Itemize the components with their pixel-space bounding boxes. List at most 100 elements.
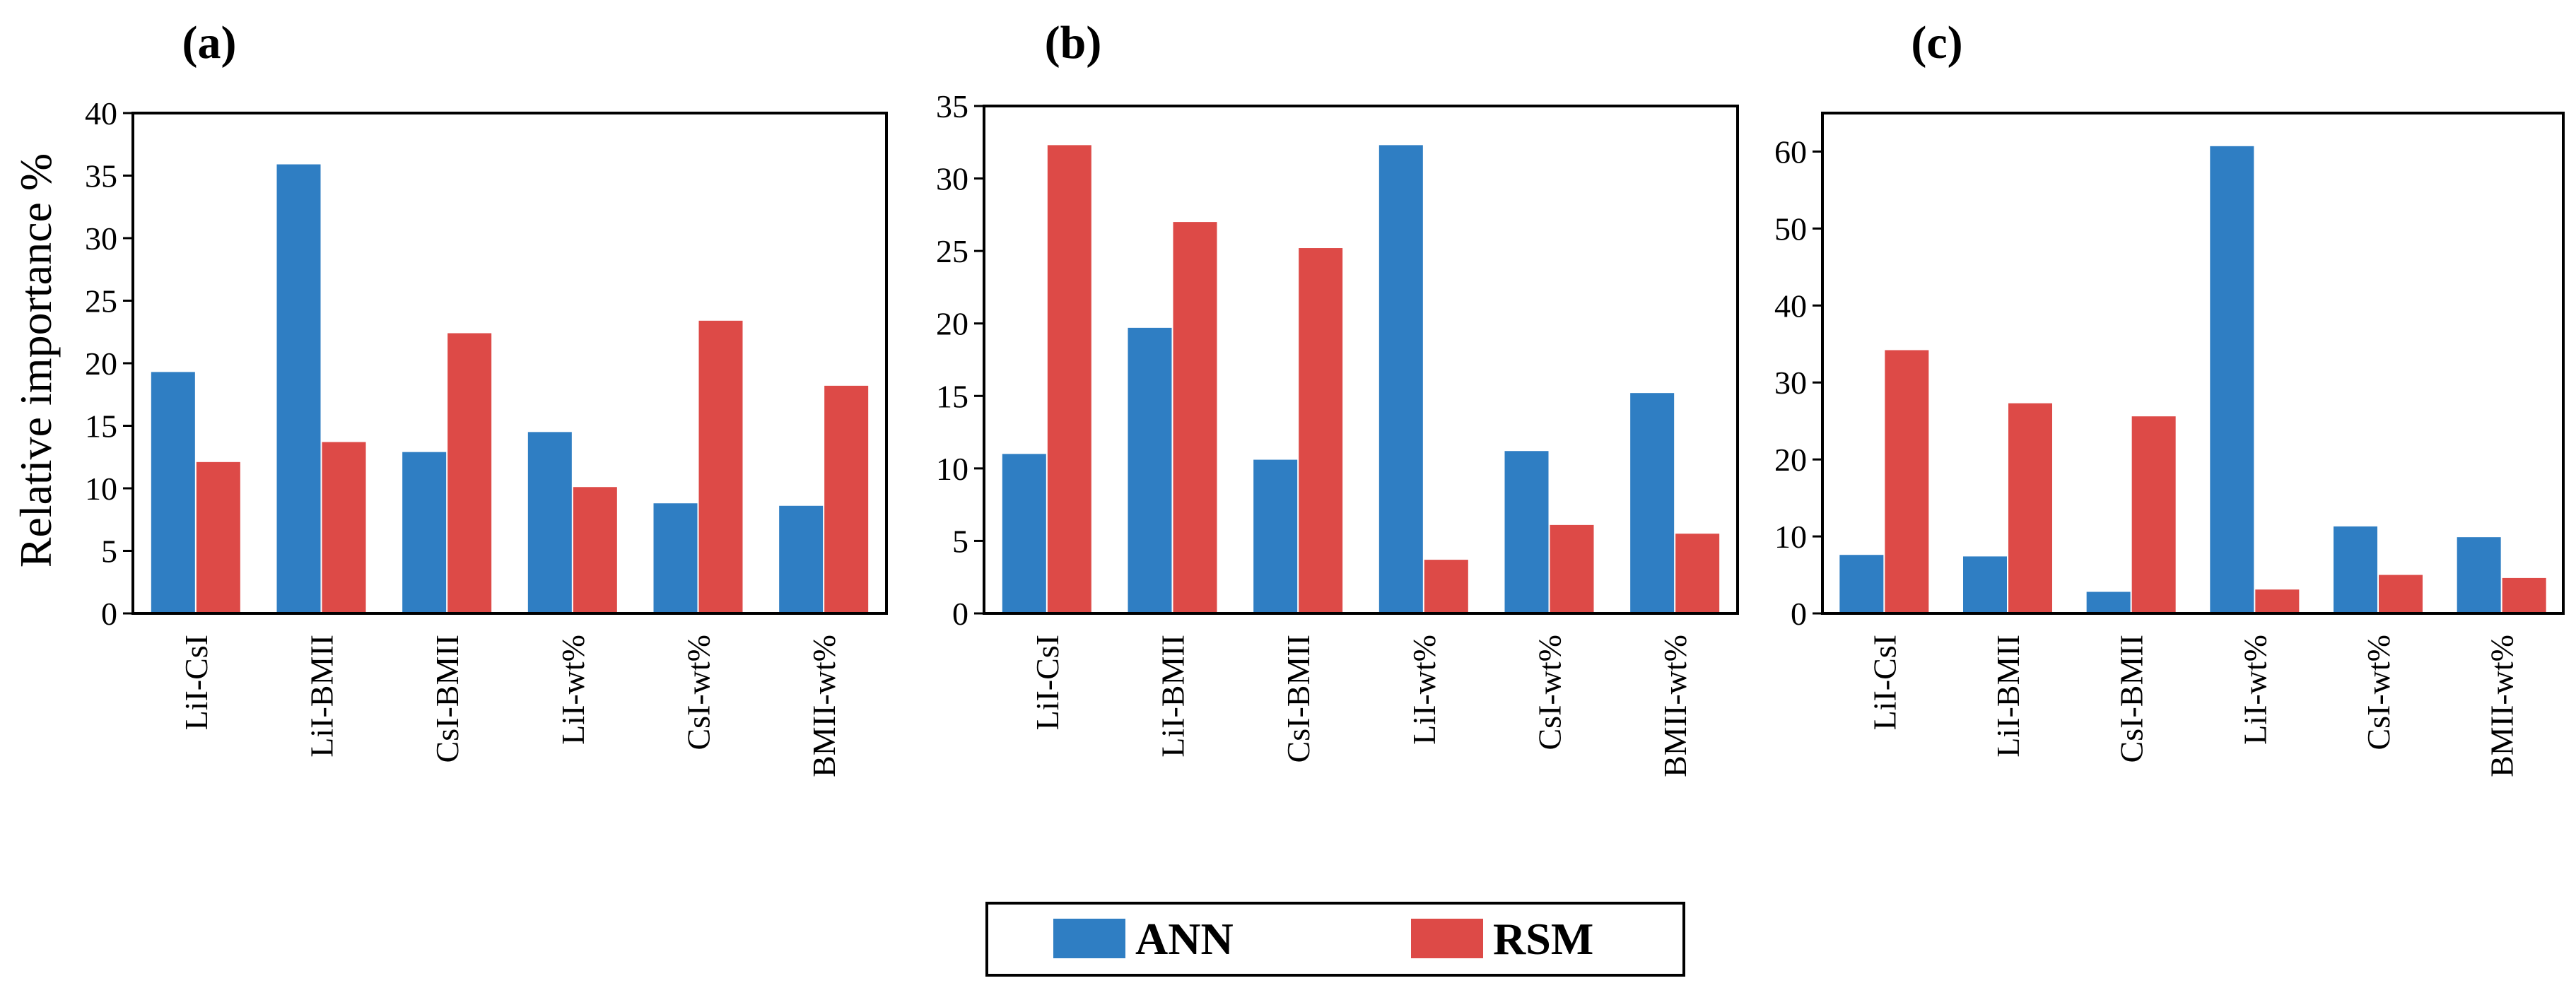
- panel-b-bars: [1002, 145, 1720, 614]
- panel-b-bar-ann-lii-csi: [1002, 454, 1046, 613]
- panel-a-bar-ann-lii-wtpct: [527, 432, 572, 613]
- panel-b-y-tick-label-35: 35: [936, 88, 968, 124]
- panel-c-y-tick-label-0: 0: [1791, 596, 1807, 632]
- panel-c-y-tick-label-50: 50: [1774, 211, 1807, 247]
- legend-swatch-rsm: [1411, 919, 1483, 958]
- panel-a-x-tick-lii-wtpct: LiI-wt%: [555, 635, 591, 745]
- panel-b-frame: [983, 105, 1739, 615]
- panel-a-bar-rsm-csi-wtpct: [698, 320, 743, 613]
- panel-a: (a) 0 5 10 15 20 25 30 35 40 LiI-CsI LiI-BMII CsI-…: [85, 17, 888, 777]
- panel-b-x-tick-csi-wtpct: CsI-wt%: [1532, 635, 1568, 751]
- panel-c-y-tick-label-20: 20: [1774, 442, 1807, 478]
- panel-b-x-tick-lii-bmii: LiI-BMII: [1155, 635, 1191, 758]
- panel-c-bar-ann-csi-wtpct: [2334, 526, 2377, 613]
- panel-a-bar-rsm-lii-bmii: [322, 442, 366, 613]
- legend-label-rsm: RSM: [1493, 914, 1593, 964]
- panel-c-x-tick-lii-wtpct: LiI-wt%: [2237, 635, 2273, 745]
- panel-a-bar-rsm-csi-bmii: [447, 333, 492, 613]
- legend: ANN RSM: [985, 902, 1685, 977]
- panel-c-bar-ann-csi-bmii: [2086, 591, 2131, 613]
- legend-label-ann: ANN: [1135, 914, 1234, 964]
- panel-b-bar-ann-bmii-wtpct: [1630, 393, 1675, 613]
- panel-a-bar-ann-csi-bmii: [402, 452, 447, 613]
- panel-a-y-tick-label-35: 35: [85, 158, 117, 194]
- panel-c-bar-ann-lii-wtpct: [2210, 146, 2254, 614]
- panel-c-y-tick-label-30: 30: [1774, 365, 1807, 401]
- panel-c-x-tick-lii-csi: LiI-CsI: [1866, 635, 1902, 730]
- panel-c-bar-rsm-csi-bmii: [2131, 416, 2176, 613]
- panel-b-y-tick-label-30: 30: [936, 161, 968, 197]
- panel-c-bar-ann-lii-csi: [1839, 555, 1884, 613]
- panel-b-bar-rsm-lii-csi: [1047, 145, 1091, 614]
- panel-a-y-tick-label-30: 30: [85, 220, 117, 257]
- panel-b-x-tick-bmii-wtpct: BMII-wt%: [1657, 635, 1693, 777]
- panel-a-x-tick-lii-csi: LiI-CsI: [178, 635, 214, 730]
- panel-a-y-ticks: 0 5 10 15 20 25 30 35 40: [85, 95, 133, 632]
- panel-a-y-tick-label-20: 20: [85, 346, 117, 382]
- panel-a-bar-ann-csi-wtpct: [653, 503, 698, 613]
- panel-c-title: (c): [1911, 17, 1962, 69]
- panel-c-bar-rsm-lii-wtpct: [2255, 589, 2300, 613]
- panel-a-x-tick-bmii-wtpct: BMII-wt%: [806, 635, 842, 777]
- panel-c-bar-ann-bmii-wtpct: [2457, 537, 2501, 613]
- panel-b-y-tick-label-0: 0: [952, 596, 968, 632]
- panel-b-title: (b): [1045, 17, 1102, 69]
- panel-b-y-tick-label-25: 25: [936, 233, 968, 269]
- panel-a-x-tick-lii-bmii: LiI-BMII: [304, 635, 340, 758]
- panel-a-frame: [131, 112, 888, 615]
- panel-c-bar-rsm-lii-bmii: [2008, 403, 2052, 613]
- panel-b-y-ticks: 0 5 10 15 20 25 30 35: [936, 88, 984, 632]
- panel-a-y-tick-label-15: 15: [85, 408, 117, 445]
- panel-a-y-tick-label-40: 40: [85, 95, 117, 131]
- panel-a-y-tick-label-5: 5: [101, 534, 117, 570]
- panel-c-bar-ann-lii-bmii: [1963, 556, 2007, 613]
- y-axis-label: Relative importance %: [11, 153, 61, 567]
- panel-b-bar-rsm-csi-bmii: [1299, 248, 1343, 613]
- panel-c-x-tick-lii-bmii: LiI-BMII: [1990, 635, 2026, 758]
- panel-a-x-ticks: LiI-CsI LiI-BMII CsI-BMII LiI-wt% CsI-wt% BMI…: [178, 635, 842, 777]
- panel-c-y-tick-label-40: 40: [1774, 288, 1807, 324]
- panel-b-bar-ann-lii-wtpct: [1378, 145, 1423, 614]
- panel-a-y-tick-label-10: 10: [85, 471, 117, 507]
- panel-b-y-tick-label-5: 5: [952, 523, 968, 559]
- panel-c-x-tick-bmii-wtpct: BMII-wt%: [2484, 635, 2520, 777]
- panel-c: (c) 0 10 20 30 40 50 60 LiI-CsI LiI-BMII CsI-BMI…: [1774, 17, 2565, 777]
- panel-a-bar-rsm-lii-csi: [196, 461, 240, 613]
- panel-b-bar-rsm-lii-bmii: [1173, 222, 1217, 614]
- panel-b-y-tick-label-10: 10: [936, 451, 968, 487]
- panel-b-bar-rsm-bmii-wtpct: [1675, 534, 1720, 613]
- panel-a-bars: [151, 164, 869, 613]
- panel-c-x-tick-csi-wtpct: CsI-wt%: [2360, 635, 2396, 751]
- legend-swatch-ann: [1053, 919, 1125, 958]
- panel-a-bar-ann-bmii-wtpct: [779, 505, 824, 613]
- panel-c-bars: [1839, 146, 2546, 614]
- panel-c-frame: [1821, 112, 2565, 615]
- panel-a-title: (a): [182, 17, 237, 69]
- panel-c-x-ticks: LiI-CsI LiI-BMII CsI-BMII LiI-wt% CsI-wt% BMI…: [1866, 635, 2519, 777]
- panel-a-bar-ann-lii-bmii: [276, 164, 321, 613]
- panel-c-y-tick-label-10: 10: [1774, 519, 1807, 555]
- panel-b-bar-rsm-csi-wtpct: [1550, 524, 1594, 613]
- panel-b-x-tick-lii-csi: LiI-CsI: [1029, 635, 1065, 730]
- panel-b-x-tick-lii-wtpct: LiI-wt%: [1406, 635, 1442, 745]
- panel-c-bar-rsm-csi-wtpct: [2379, 575, 2423, 613]
- panel-b-bar-ann-csi-bmii: [1253, 459, 1298, 613]
- panel-b-x-ticks: LiI-CsI LiI-BMII CsI-BMII LiI-wt% CsI-wt% BMI…: [1029, 635, 1693, 777]
- panel-b-y-tick-label-20: 20: [936, 306, 968, 342]
- panel-b-bar-rsm-lii-wtpct: [1424, 560, 1468, 613]
- panel-c-y-tick-label-60: 60: [1774, 134, 1807, 170]
- panel-a-y-tick-label-0: 0: [101, 596, 117, 632]
- panel-a-y-tick-label-25: 25: [85, 283, 117, 319]
- panel-c-y-ticks: 0 10 20 30 40 50 60: [1774, 134, 1822, 632]
- panel-b-y-tick-label-15: 15: [936, 378, 968, 414]
- panel-b-bar-ann-lii-bmii: [1128, 327, 1172, 613]
- panel-b-bar-ann-csi-wtpct: [1504, 451, 1549, 613]
- panel-b-x-tick-csi-bmii: CsI-BMII: [1280, 635, 1316, 763]
- panel-a-x-tick-csi-bmii: CsI-BMII: [429, 635, 465, 763]
- panel-a-bar-ann-lii-csi: [151, 372, 195, 613]
- panel-c-bar-rsm-lii-csi: [1885, 350, 1929, 613]
- panel-c-bar-rsm-bmii-wtpct: [2502, 577, 2546, 613]
- panel-a-bar-rsm-bmii-wtpct: [824, 385, 869, 613]
- panel-b: (b) 0 5 10 15 20 25 30 35 LiI-CsI LiI-BMII CsI-BM…: [936, 17, 1739, 777]
